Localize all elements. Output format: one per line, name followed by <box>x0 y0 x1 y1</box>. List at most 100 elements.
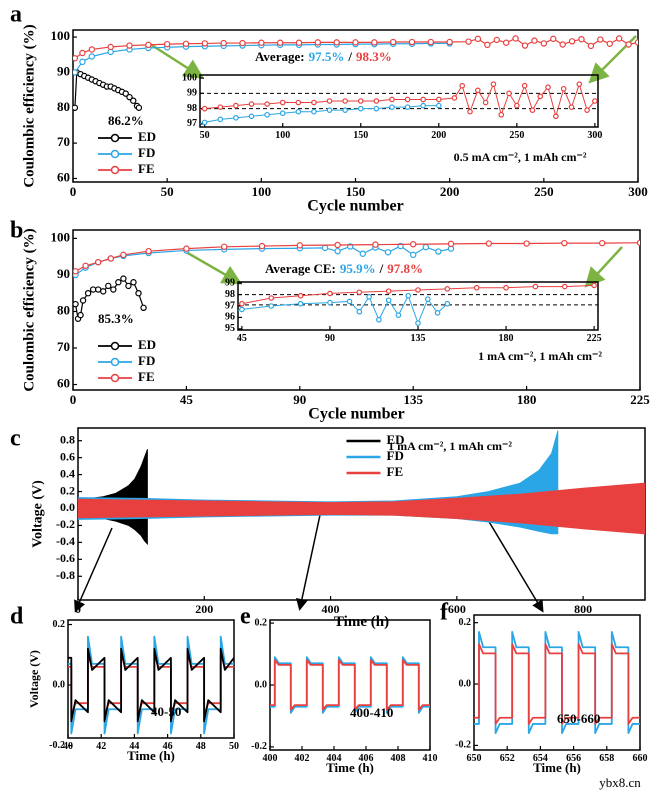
data-point <box>420 102 426 109</box>
data-point <box>385 297 392 304</box>
y-tick-label: 100 <box>51 28 71 43</box>
average-title: Average CE: <box>265 261 336 276</box>
data-point <box>122 90 129 97</box>
legend-marker <box>110 357 120 367</box>
data-point <box>404 96 411 103</box>
x-tick-label: 150 <box>353 130 368 141</box>
series-group <box>73 35 638 111</box>
x-tick-label: 300 <box>587 130 602 141</box>
data-point <box>342 107 348 113</box>
data-point <box>130 97 137 104</box>
data-point <box>498 111 505 118</box>
data-point <box>514 102 520 109</box>
x-tick-label: 100 <box>275 130 290 141</box>
series-line <box>68 647 234 723</box>
condition-label: 1 mA cm⁻², 1 mAh cm⁻² <box>388 439 512 453</box>
data-point <box>410 241 417 248</box>
y-tick-label: 95 <box>225 323 235 334</box>
data-point <box>94 258 102 266</box>
data-point <box>490 81 497 87</box>
data-point <box>591 282 597 289</box>
legend-marker <box>110 373 120 383</box>
series-group <box>78 430 645 546</box>
data-point <box>634 39 638 46</box>
legend-label: FE <box>387 464 404 479</box>
panel-label: e <box>240 604 251 630</box>
data-point <box>523 240 530 247</box>
panel-label: c <box>10 426 21 452</box>
x-tick-label: 0 <box>70 392 77 407</box>
x-axis-title: Cycle number <box>307 197 403 214</box>
y-tick-label: 98 <box>187 103 197 114</box>
data-point <box>220 39 227 47</box>
data-point <box>77 311 84 319</box>
x-tick-label: 225 <box>587 333 602 344</box>
x-tick-label: 0 <box>70 184 77 199</box>
x-tick-label: 650 <box>467 753 482 764</box>
average-title: Average: <box>255 49 305 64</box>
data-point <box>444 300 451 307</box>
data-point <box>356 289 363 296</box>
data-point <box>295 39 303 46</box>
x-tick-label: 656 <box>566 753 581 764</box>
data-point <box>474 35 482 43</box>
data-point <box>120 275 127 282</box>
x-tick-label: 660 <box>633 753 648 764</box>
x-tick-label: 90 <box>325 333 335 344</box>
data-point <box>100 288 107 295</box>
data-point <box>264 101 270 107</box>
data-point <box>327 290 333 297</box>
data-point <box>120 251 127 259</box>
y-axis-title: Coulombic efficiency (%) <box>22 24 38 187</box>
y-tick-label: 80 <box>57 302 70 317</box>
data-point <box>333 39 340 46</box>
y-tick-label: -0.2 <box>455 740 471 751</box>
data-point <box>561 283 568 290</box>
data-point <box>521 82 528 89</box>
data-point <box>372 241 379 248</box>
data-point <box>371 39 378 46</box>
condition-label: 0.5 mA cm⁻², 1 mAh cm⁻² <box>454 150 587 164</box>
panel-label: b <box>10 218 23 244</box>
data-point <box>521 42 529 49</box>
plot-frame <box>72 229 641 391</box>
arrow <box>149 42 205 79</box>
y-tick-label: -0.2 <box>251 741 267 752</box>
data-point <box>366 294 372 300</box>
series-line <box>74 42 450 73</box>
x-tick-label: 45 <box>180 392 194 407</box>
data-point <box>268 303 275 309</box>
legend-label: FD <box>387 448 404 463</box>
legend-marker <box>110 149 120 159</box>
data-point <box>279 110 286 117</box>
data-point <box>606 40 613 47</box>
data-point <box>435 102 442 109</box>
y-tick-label: -0.4 <box>56 534 75 548</box>
data-point <box>357 105 364 112</box>
data-point <box>239 39 246 47</box>
x-tick-label: 48 <box>196 741 206 752</box>
data-point <box>88 46 96 53</box>
data-point <box>73 104 79 111</box>
data-point <box>422 243 429 251</box>
data-point <box>248 101 255 107</box>
legend-label: ED <box>138 129 156 144</box>
data-point <box>314 39 322 46</box>
data-point <box>183 245 190 252</box>
x-tick-label: 250 <box>509 130 524 141</box>
y-tick-label: 0.0 <box>60 500 75 514</box>
y-tick-label: 90 <box>57 63 70 78</box>
watermark: ybx8.cn <box>599 775 641 790</box>
data-point <box>424 296 431 302</box>
plot-frame <box>199 74 599 128</box>
panel-label: a <box>10 2 22 28</box>
arrow <box>296 514 321 611</box>
y-tick-label: 0.2 <box>60 483 75 497</box>
y-tick-label: 60 <box>57 376 70 391</box>
data-point <box>592 98 598 104</box>
legend-label: ED <box>138 337 156 352</box>
data-point <box>352 39 359 46</box>
data-point <box>485 240 492 247</box>
x-tick-label: 200 <box>195 602 213 616</box>
series-group <box>238 282 597 326</box>
